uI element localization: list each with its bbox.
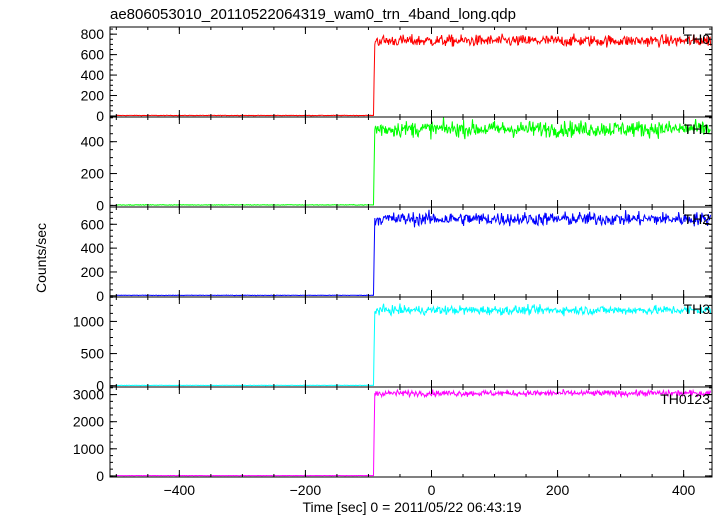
y-tick-label: 1000 <box>73 313 104 329</box>
series-line-th1 <box>116 117 711 206</box>
x-axis-label: Time [sec] 0 = 2011/05/22 06:43:19 <box>302 499 521 515</box>
panel-th0: 0 200 400 600 800 TH0 <box>81 26 713 124</box>
panel-th1: 0 200 400 TH1 <box>81 116 713 213</box>
y-tick-label: 0 <box>96 288 104 304</box>
chart-title: ae806053010_20110522064319_wam0_trn_4ban… <box>110 6 516 23</box>
panel-th2: 0 200 400 600 TH2 <box>81 206 713 304</box>
x-tick-label: −200 <box>290 482 322 498</box>
y-tick-label: 500 <box>81 346 105 362</box>
y-axis-label: Counts/sec <box>33 223 49 293</box>
x-tick-label: 200 <box>546 482 570 498</box>
y-tick-label: 0 <box>96 197 104 213</box>
y-tick-label: 2000 <box>73 414 104 430</box>
x-tick-label: −400 <box>164 482 196 498</box>
series-label-th2: TH2 <box>684 211 711 227</box>
panel-th0123: 0 1000 2000 3000 TH0123 <box>73 386 713 484</box>
y-tick-label: 800 <box>81 26 105 42</box>
y-tick-label: 200 <box>81 264 105 280</box>
series-label-th3: TH3 <box>684 301 711 317</box>
series-label-th1: TH1 <box>684 121 711 137</box>
y-tick-label: 400 <box>81 240 105 256</box>
y-tick-label: 200 <box>81 88 105 104</box>
y-tick-label: 0 <box>96 378 104 394</box>
y-tick-label: 0 <box>96 108 104 124</box>
y-tick-label: 400 <box>81 67 105 83</box>
panel-th3: 0 500 1000 TH3 <box>73 296 713 394</box>
series-label-th0: TH0 <box>684 31 711 47</box>
x-tick-label: 400 <box>672 482 696 498</box>
series-label-th0123: TH0123 <box>660 391 710 407</box>
series-line-th0123 <box>116 388 712 477</box>
y-tick-label: 600 <box>81 47 105 63</box>
series-line-th0 <box>116 33 712 117</box>
series-line-th2 <box>116 209 712 297</box>
y-tick-label: 0 <box>96 468 104 484</box>
x-tick-label: 0 <box>428 482 436 498</box>
panel-frame <box>109 386 713 478</box>
y-tick-label: 400 <box>81 134 105 150</box>
y-tick-label: 3000 <box>73 387 104 403</box>
y-tick-label: 600 <box>81 216 105 232</box>
series-line-th3 <box>116 303 712 387</box>
y-tick-label: 200 <box>81 166 105 182</box>
y-tick-label: 1000 <box>73 441 104 457</box>
